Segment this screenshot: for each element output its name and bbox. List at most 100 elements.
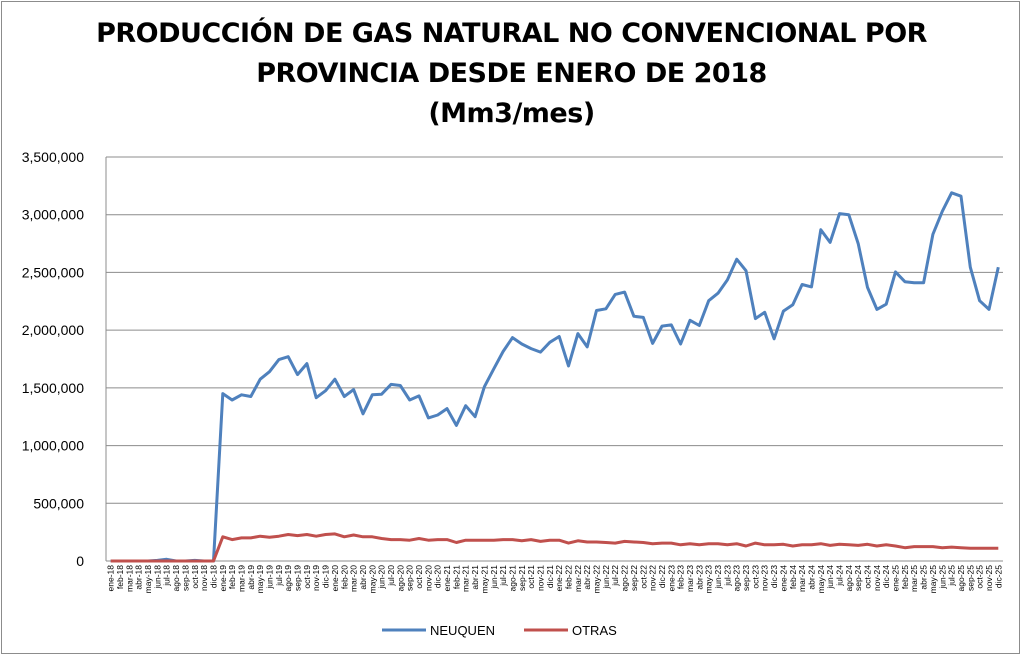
x-tick-label: sep-21 [517, 565, 527, 591]
x-tick-label: nov-21 [535, 565, 545, 591]
x-tick-label: jun-25 [937, 565, 947, 590]
x-tick-label: mar-24 [797, 565, 807, 592]
y-tick-label: 3,500,000 [22, 149, 84, 165]
x-tick-label: abr-25 [919, 565, 929, 590]
x-tick-label: jul-25 [947, 565, 957, 587]
y-tick-label: 0 [76, 553, 84, 569]
x-tick-label: dic-25 [993, 565, 1003, 588]
x-tick-label: jul-18 [162, 565, 172, 587]
x-tick-label: sep-25 [965, 565, 975, 591]
x-tick-label: feb-25 [900, 565, 910, 589]
x-tick-label: abr-21 [470, 565, 480, 590]
x-tick-label: ago-20 [395, 565, 405, 592]
x-tick-label: mar-20 [349, 565, 359, 592]
y-tick-label: 2,000,000 [22, 322, 84, 338]
x-tick-label: oct-22 [638, 565, 648, 589]
x-tick-label: oct-24 [863, 565, 873, 589]
x-tick-label: sep-19 [293, 565, 303, 591]
x-tick-label: feb-22 [564, 565, 574, 589]
x-tick-label: oct-25 [975, 565, 985, 589]
x-tick-label: jul-21 [498, 565, 508, 587]
x-tick-label: ene-21 [442, 565, 452, 592]
chart-title-line-1: PRODUCCIÓN DE GAS NATURAL NO CONVENCIONA… [96, 18, 927, 49]
x-tick-label: oct-18 [190, 565, 200, 589]
x-tick-label: sep-20 [405, 565, 415, 591]
x-tick-label: ago-19 [283, 565, 293, 592]
series-line-otras [110, 532, 999, 563]
x-tick-label: feb-23 [676, 565, 686, 589]
x-tick-label: mar-19 [236, 565, 246, 592]
x-tick-label: nov-18 [199, 565, 209, 591]
x-tick-label: mar-21 [461, 565, 471, 592]
x-tick-label: oct-21 [526, 565, 536, 589]
x-tick-label: mar-18 [124, 565, 134, 592]
x-tick-label: feb-20 [339, 565, 349, 589]
x-tick-label: dic-18 [208, 565, 218, 588]
gridlines [105, 156, 1003, 562]
y-tick-label: 2,500,000 [22, 264, 84, 280]
y-tick-label: 500,000 [33, 495, 84, 511]
x-tick-label: ago-23 [732, 565, 742, 592]
x-tick-label: abr-19 [246, 565, 256, 590]
x-tick-label: ago-24 [844, 565, 854, 592]
x-tick-label: dic-24 [881, 565, 891, 588]
x-tick-label: sep-24 [853, 565, 863, 591]
x-tick-label: dic-22 [657, 565, 667, 588]
x-tick-label: ago-21 [507, 565, 517, 592]
x-tick-label: ene-19 [218, 565, 228, 592]
x-tick-label: mar-23 [685, 565, 695, 592]
x-tick-label: feb-18 [115, 565, 125, 589]
chart-title-line-3: (Mm3/mes) [428, 98, 595, 129]
x-tick-label: ene-20 [330, 565, 340, 592]
x-tick-label: may-19 [255, 565, 265, 594]
x-tick-label: oct-19 [302, 565, 312, 589]
chart-title-line-2: PROVINCIA DESDE ENERO DE 2018 [256, 58, 767, 89]
x-tick-label: abr-24 [806, 565, 816, 590]
x-tick-label: ene-24 [778, 565, 788, 592]
x-tick-label: ene-25 [891, 565, 901, 592]
x-tick-label: mar-22 [573, 565, 583, 592]
x-tick-label: ene-23 [666, 565, 676, 592]
x-tick-label: may-21 [479, 565, 489, 594]
x-tick-label: ago-22 [620, 565, 630, 592]
x-tick-label: nov-24 [872, 565, 882, 591]
x-tick-label: nov-20 [423, 565, 433, 591]
y-axis-ticks: 0 500,000 1,000,000 1,500,000 2,000,000 2,500… [22, 149, 85, 569]
legend-label-otras: OTRAS [572, 623, 617, 638]
x-tick-label: may-18 [143, 565, 153, 594]
x-tick-label: dic-20 [433, 565, 443, 588]
x-tick-label: nov-23 [760, 565, 770, 591]
x-tick-label: jun-21 [489, 565, 499, 590]
x-tick-label: may-23 [704, 565, 714, 594]
x-tick-label: jun-19 [265, 565, 275, 590]
x-tick-label: sep-23 [741, 565, 751, 591]
x-tick-label: may-24 [816, 565, 826, 594]
x-tick-label: may-20 [367, 565, 377, 594]
x-axis-ticks: ene-18 feb-18 mar-18 abr-18 may-18 jun-18 jul-… [106, 565, 1004, 594]
x-tick-label: ago-18 [171, 565, 181, 592]
x-tick-label: dic-21 [545, 565, 555, 588]
x-tick-label: abr-20 [358, 565, 368, 590]
x-tick-label: jul-20 [386, 565, 396, 587]
x-tick-label: abr-18 [134, 565, 144, 590]
x-tick-label: jul-22 [610, 565, 620, 587]
x-tick-label: nov-19 [311, 565, 321, 591]
x-tick-label: oct-23 [750, 565, 760, 589]
x-tick-label: jul-19 [274, 565, 284, 587]
x-tick-label: ene-22 [554, 565, 564, 592]
legend-label-neuquen: NEUQUEN [430, 623, 495, 638]
x-tick-label: feb-21 [451, 565, 461, 589]
x-tick-label: may-22 [592, 565, 602, 594]
x-tick-label: jul-24 [834, 565, 844, 587]
x-tick-label: ago-25 [956, 565, 966, 592]
x-tick-label: jul-23 [722, 565, 732, 587]
x-tick-label: abr-22 [582, 565, 592, 590]
x-tick-label: jun-18 [152, 565, 162, 590]
x-tick-label: nov-22 [648, 565, 658, 591]
x-tick-label: sep-22 [629, 565, 639, 591]
y-tick-label: 1,500,000 [22, 380, 84, 396]
series-lines [110, 191, 1000, 563]
x-tick-label: oct-20 [414, 565, 424, 589]
x-tick-label: jun-24 [825, 565, 835, 590]
